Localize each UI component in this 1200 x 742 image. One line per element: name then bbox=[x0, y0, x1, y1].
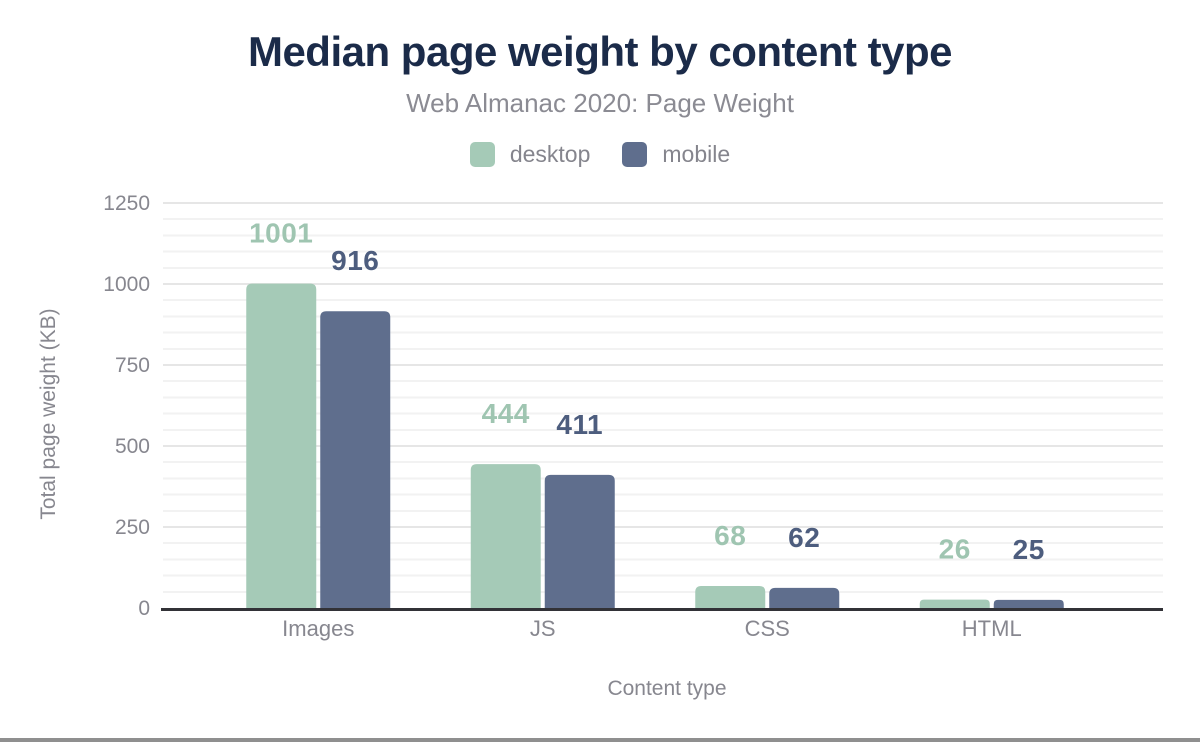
legend-label-desktop: desktop bbox=[509, 141, 591, 167]
bar-desktop-css bbox=[695, 585, 766, 608]
chart-subtitle: Web Almanac 2020: Page Weight bbox=[406, 88, 794, 118]
value-label-desktop-images: 1001 bbox=[249, 218, 313, 249]
legend-label-mobile: mobile bbox=[662, 141, 731, 167]
chart-title: Median page weight by content type bbox=[247, 28, 953, 75]
bar-mobile-html bbox=[993, 599, 1064, 608]
x-tick-label: Images bbox=[282, 616, 354, 641]
legend-item-mobile: mobile bbox=[622, 141, 730, 168]
value-label-desktop-html: 26 bbox=[939, 534, 971, 565]
bar-mobile-js bbox=[544, 474, 615, 608]
x-axis-title: Content type bbox=[607, 677, 727, 700]
x-tick-label: CSS bbox=[745, 616, 790, 641]
bar-desktop-images bbox=[246, 283, 317, 608]
bar-desktop-js bbox=[470, 464, 541, 608]
horizontal-scrollbar[interactable] bbox=[0, 738, 1200, 742]
x-tick-label: HTML bbox=[962, 616, 1022, 641]
y-tick-label: 750 bbox=[115, 354, 150, 377]
bar-mobile-css bbox=[769, 587, 840, 608]
y-tick-label: 0 bbox=[138, 597, 150, 620]
value-label-desktop-js: 444 bbox=[482, 398, 530, 429]
legend-swatch-mobile bbox=[622, 142, 648, 167]
legend-swatch-desktop bbox=[469, 142, 495, 167]
value-label-mobile-js: 411 bbox=[556, 409, 603, 440]
y-tick-label: 250 bbox=[115, 516, 150, 539]
value-label-mobile-html: 25 bbox=[1013, 534, 1045, 565]
bar-desktop-html bbox=[919, 599, 990, 608]
value-label-desktop-css: 68 bbox=[714, 520, 746, 551]
y-tick-label: 1000 bbox=[103, 273, 150, 296]
legend: desktop mobile bbox=[0, 141, 1200, 168]
y-tick-label: 1250 bbox=[103, 192, 150, 215]
value-label-mobile-css: 62 bbox=[788, 522, 820, 553]
x-tick-label: JS bbox=[530, 616, 556, 641]
y-tick-label: 500 bbox=[115, 435, 150, 458]
value-label-mobile-images: 916 bbox=[331, 245, 379, 276]
bar-mobile-images bbox=[320, 311, 391, 608]
legend-item-desktop: desktop bbox=[469, 141, 591, 168]
